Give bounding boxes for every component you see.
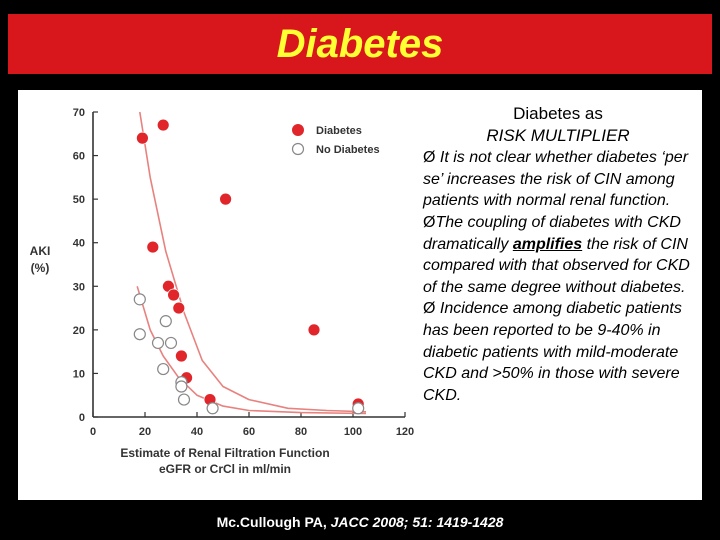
data-point-diabetes [136, 131, 149, 145]
data-point-no-diabetes [159, 315, 172, 328]
bullet-1-text: It is not clear whether diabetes ‘per se… [423, 149, 689, 210]
y-tick-label: 20 [73, 325, 85, 337]
data-point-diabetes [167, 288, 181, 302]
data-point-no-diabetes [352, 402, 365, 415]
x-axis-label-line2: eGFR or CrCl in ml/min [159, 462, 291, 476]
trend-curve-no-diabetes-trend [136, 286, 367, 415]
slide-title: Diabetes [276, 22, 444, 66]
bullet-arrow-icon: Ø [423, 149, 436, 167]
x-tick-label: 20 [139, 426, 151, 438]
bullet-item-2: ØThe coupling of diabetes with CKD drama… [423, 212, 693, 298]
y-tick-label: 50 [73, 194, 85, 206]
legend-label: Diabetes [316, 125, 362, 137]
text-panel: Diabetes as RISK MULTIPLIER Ø It is not … [423, 103, 693, 406]
data-point-no-diabetes [206, 402, 219, 415]
y-tick-label: 60 [73, 151, 85, 163]
data-point-no-diabetes [133, 328, 146, 341]
x-tick-label: 0 [90, 426, 96, 438]
data-point-no-diabetes [175, 380, 188, 393]
scatter-chart: 0 10 20 30 40 50 60 70 0 20 40 60 80 100 120 AKI (%) Esti… [30, 107, 415, 476]
data-point-diabetes [174, 349, 188, 363]
bullet-item-1: Ø It is not clear whether diabetes ‘per … [423, 147, 693, 212]
bullet-2-text-pre: The coupling of diabetes with CKD dramat… [423, 213, 681, 253]
legend-marker-diabetes [292, 124, 304, 136]
bullet-3-text: Incidence among diabetic patients has be… [423, 300, 682, 404]
x-axis-label: Estimate of Renal Filtration Function [120, 446, 329, 460]
y-tick-label: 0 [79, 412, 85, 424]
data-point-no-diabetes [177, 393, 191, 406]
y-axis-label-unit: (%) [31, 261, 50, 275]
citation-journal: JACC 2008; 51: 1419-1428 [330, 514, 504, 530]
title-bar: Diabetes [8, 14, 712, 74]
x-tick-label: 80 [295, 426, 307, 438]
citation: Mc.Cullough PA, JACC 2008; 51: 1419-1428 [0, 514, 720, 530]
content-panel [18, 90, 702, 500]
data-point-no-diabetes [157, 362, 170, 376]
panel-heading-line2: RISK MULTIPLIER [486, 125, 630, 145]
data-point-diabetes [172, 301, 186, 315]
data-point-diabetes [156, 118, 170, 132]
citation-authors: Mc.Cullough PA, [216, 514, 331, 530]
data-point-no-diabetes [133, 293, 146, 306]
x-tick-label: 120 [396, 426, 414, 438]
data-point-no-diabetes [164, 336, 178, 350]
data-point-diabetes [307, 323, 321, 337]
bullet-item-3: Ø Incidence among diabetic patients has … [423, 298, 693, 406]
legend-label: No Diabetes [316, 144, 380, 156]
y-tick-label: 70 [73, 107, 85, 119]
data-point-diabetes [219, 192, 233, 206]
x-tick-label: 40 [191, 426, 203, 438]
bullet-2-emphasis: amplifies [512, 235, 583, 253]
data-point-diabetes [146, 240, 160, 254]
legend-marker-no-diabetes [291, 142, 305, 156]
x-tick-label: 100 [344, 426, 362, 438]
bullet-2-text-post: the risk of CIN compared with that obser… [423, 235, 690, 296]
y-tick-label: 40 [73, 238, 85, 250]
trend-curve-diabetes-trend [139, 111, 367, 413]
bullet-arrow-icon: Ø [423, 213, 436, 231]
y-tick-label: 10 [73, 368, 85, 380]
data-point-no-diabetes [151, 336, 165, 350]
panel-heading-line1: Diabetes as [513, 104, 603, 123]
y-tick-label: 30 [73, 281, 85, 293]
x-tick-label: 60 [243, 426, 255, 438]
bullet-arrow-icon: Ø [423, 300, 436, 318]
y-axis-label: AKI [30, 244, 51, 258]
